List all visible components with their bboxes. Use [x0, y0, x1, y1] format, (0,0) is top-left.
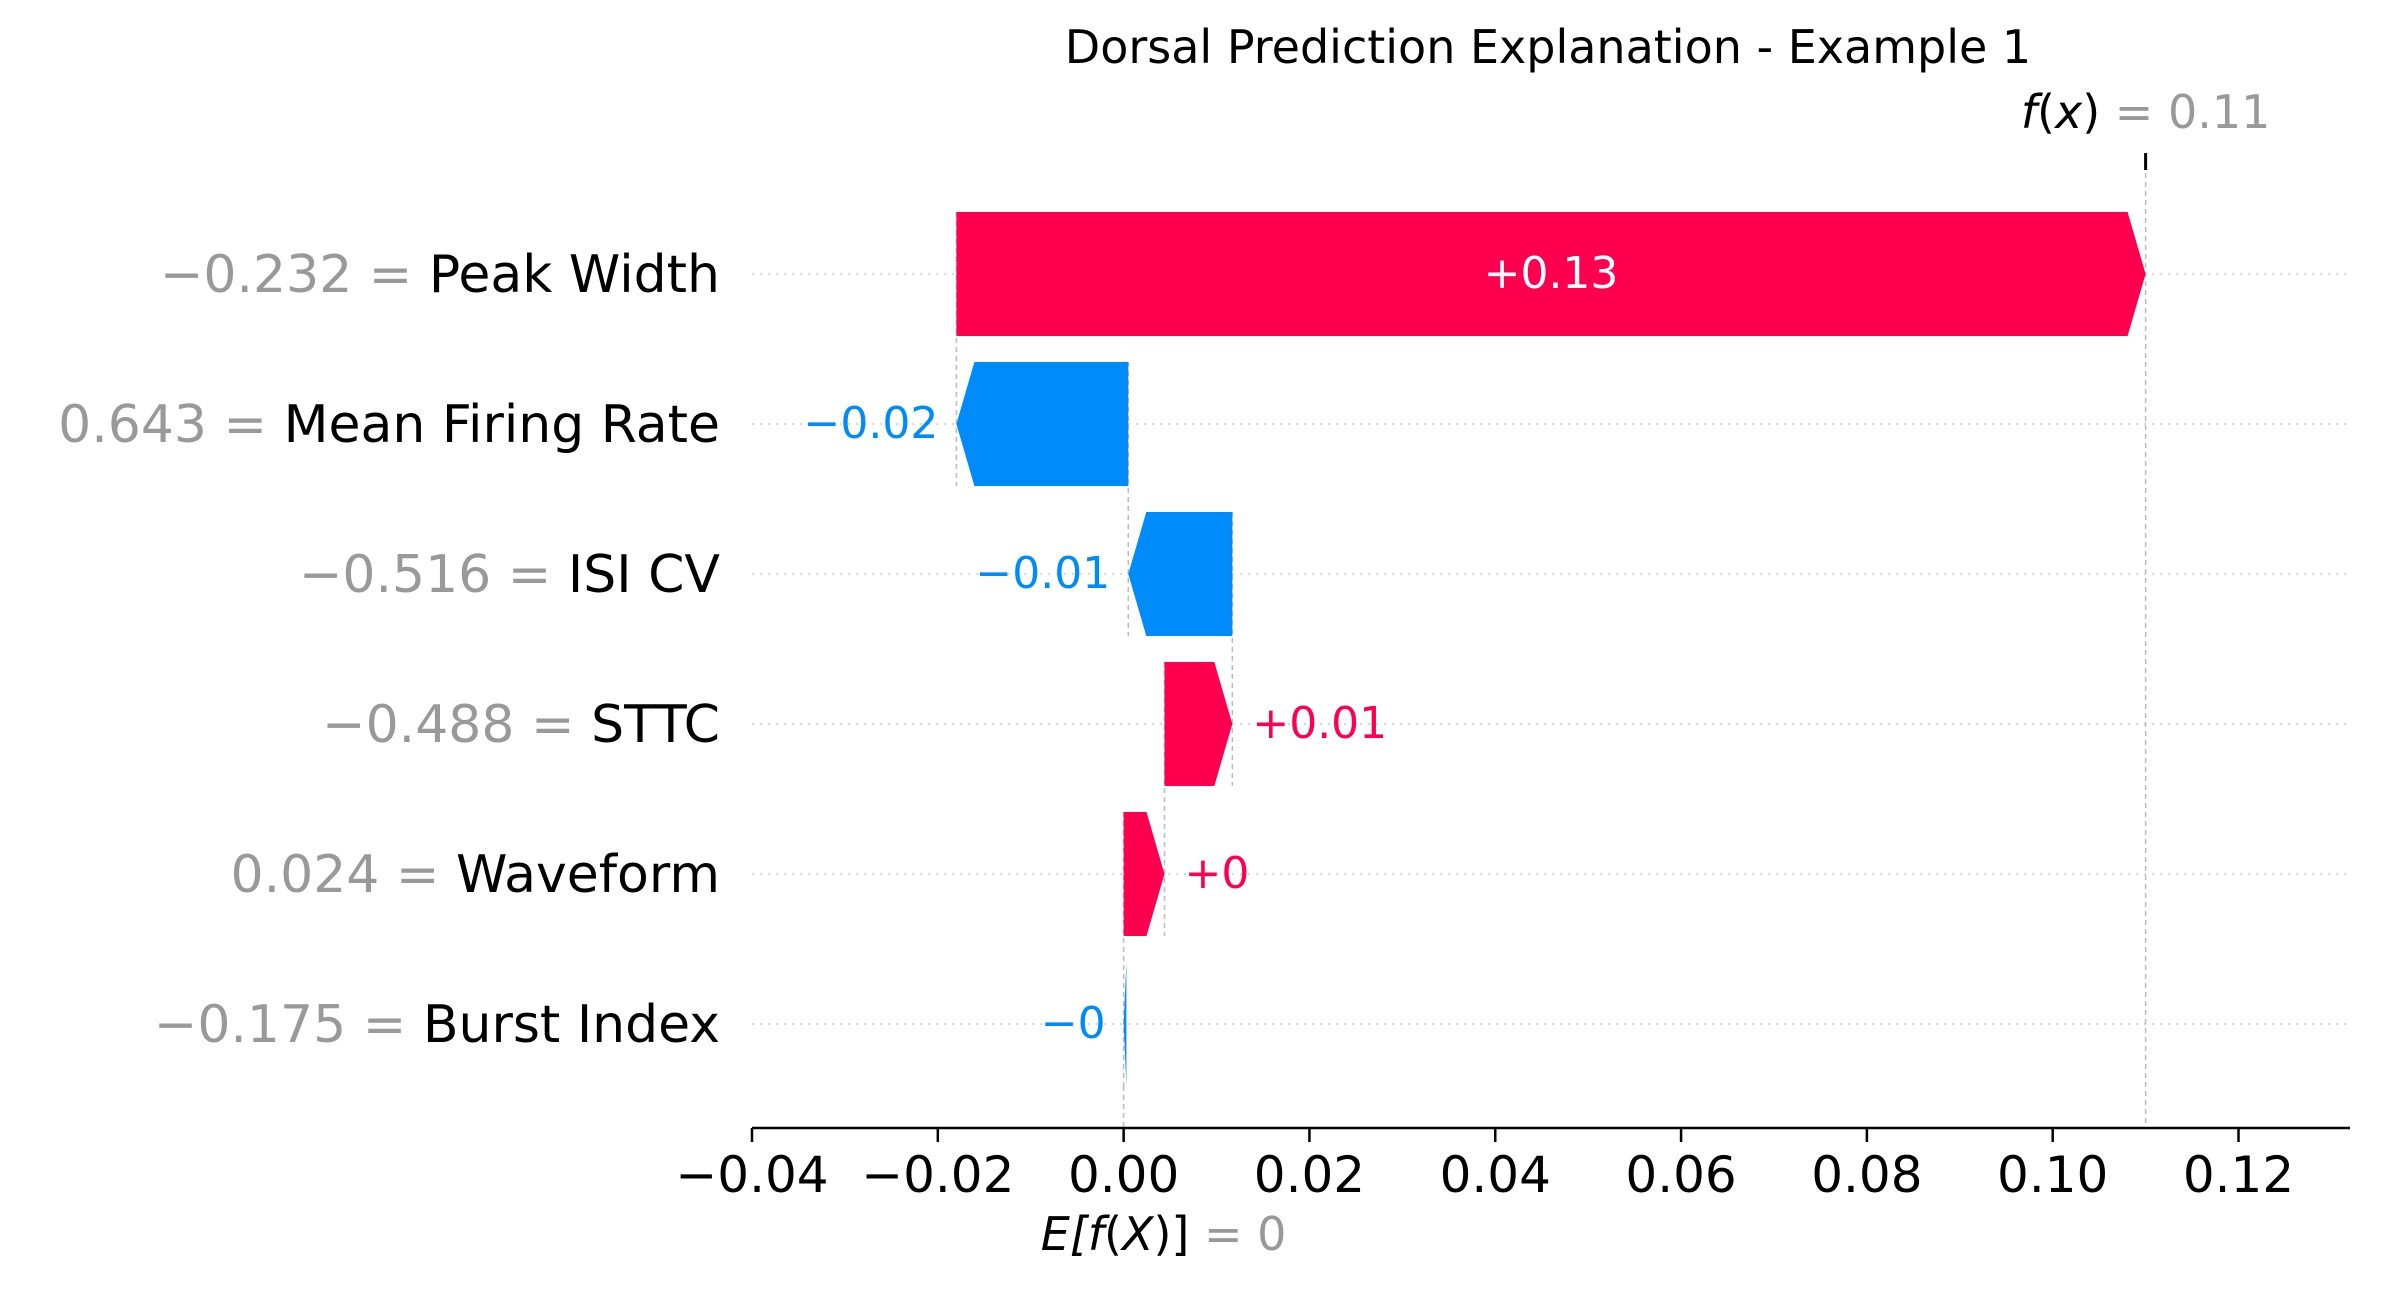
x-tick-label: 0.04: [1440, 1146, 1551, 1204]
feature-equals: =: [346, 995, 423, 1055]
base-eq-value: = 0: [1189, 1207, 1286, 1261]
feature-label: 0.024 = Waveform: [231, 845, 720, 905]
positive-bar-peak-width: [956, 212, 2146, 336]
feature-labels: −0.232 = Peak Width 0.643 = Mean Firing R…: [58, 245, 720, 1055]
feature-name: STTC: [591, 695, 720, 755]
base-value-marker: E[f(X)] = 0: [1041, 1207, 1287, 1261]
bar-value-label: +0.13: [1484, 248, 1619, 299]
bar-value-label: +0.01: [1252, 698, 1387, 749]
feature-value: 0.643: [58, 395, 207, 455]
feature-name: Peak Width: [429, 245, 720, 305]
x-tick-label: 0.12: [2183, 1146, 2294, 1204]
bar-labels: +0.13 −0.02 −0.01 +0.01 +0 −0: [804, 248, 1619, 1049]
output-value-marker: f(x) = 0.11: [2021, 85, 2271, 170]
feature-value: −0.232: [160, 245, 352, 305]
output-open: (: [2037, 85, 2055, 139]
base-var: X: [1120, 1207, 1155, 1261]
output-value-label: f(x) = 0.11: [2021, 85, 2271, 139]
x-tick-label: 0.08: [1811, 1146, 1922, 1204]
feature-equals: =: [352, 245, 429, 305]
x-tick-label: −0.02: [861, 1146, 1014, 1204]
feature-name: Mean Firing Rate: [284, 395, 720, 455]
positive-bar-sttc: [1164, 662, 1233, 786]
feature-name: Waveform: [456, 845, 720, 905]
x-tick-label: 0.06: [1625, 1146, 1736, 1204]
feature-label: −0.488 = STTC: [322, 695, 720, 755]
feature-value: −0.175: [154, 995, 346, 1055]
negative-bar-isi-cv: [1128, 512, 1233, 636]
feature-name: ISI CV: [568, 545, 721, 605]
bars: [956, 212, 2146, 1086]
feature-equals: =: [514, 695, 591, 755]
feature-equals: =: [207, 395, 284, 455]
bar-value-label: +0: [1185, 848, 1250, 899]
feature-value: −0.488: [322, 695, 514, 755]
base-prefix: E[: [1041, 1207, 1090, 1261]
feature-label: −0.516 = ISI CV: [299, 545, 721, 605]
output-close: ): [2082, 85, 2100, 139]
feature-label: −0.175 = Burst Index: [154, 995, 720, 1055]
feature-label: 0.643 = Mean Firing Rate: [58, 395, 720, 455]
bar-value-label: −0.02: [804, 398, 939, 449]
x-tick-label: 0.10: [1997, 1146, 2108, 1204]
feature-value: −0.516: [299, 545, 491, 605]
output-eq-value: = 0.11: [2100, 85, 2270, 139]
feature-equals: =: [379, 845, 456, 905]
output-var: x: [2053, 85, 2083, 139]
chart-title: Dorsal Prediction Explanation - Example …: [1065, 20, 2031, 74]
negative-bar-mean-firing-rate: [956, 362, 1129, 486]
x-tick-label: 0.02: [1254, 1146, 1365, 1204]
positive-bar-waveform: [1123, 812, 1165, 936]
feature-name: Burst Index: [423, 995, 720, 1055]
x-axis: −0.04 −0.02 0.00 0.02 0.04 0.06 0.08 0.10 0.12: [675, 1126, 2350, 1204]
negative-bar-burst-index: [1123, 962, 1127, 1086]
base-open: (: [1104, 1207, 1122, 1261]
feature-label: −0.232 = Peak Width: [160, 245, 720, 305]
x-tick-label: 0.00: [1068, 1146, 1179, 1204]
bar-value-label: −0: [1041, 998, 1106, 1049]
bar-value-label: −0.01: [975, 548, 1110, 599]
x-tick-label: −0.04: [675, 1146, 828, 1204]
base-close: )]: [1153, 1207, 1189, 1261]
feature-equals: =: [491, 545, 568, 605]
base-value-label: E[f(X)] = 0: [1041, 1207, 1287, 1261]
feature-value: 0.024: [231, 845, 380, 905]
